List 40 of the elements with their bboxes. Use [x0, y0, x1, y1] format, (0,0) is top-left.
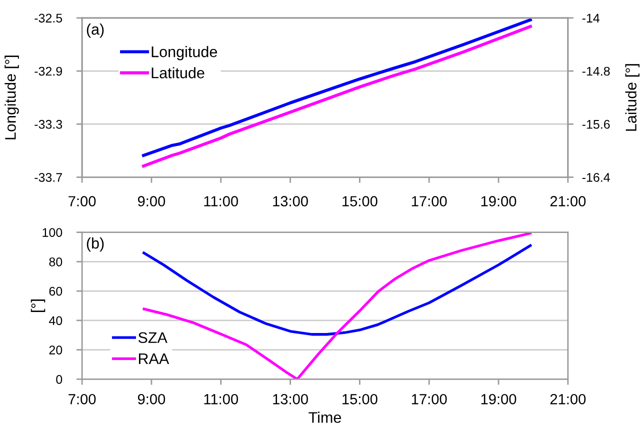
x-tick-label: 7:00	[68, 394, 96, 404]
y2-axis-title: Laitude [°]	[625, 64, 640, 131]
x-tick-label: 19:00	[481, 196, 516, 206]
y-tick-label: 0	[56, 374, 62, 384]
x-tick-label: 19:00	[481, 394, 516, 404]
legend-label: Latitude	[152, 67, 204, 78]
x-tick-label: 11:00	[204, 196, 238, 206]
x-tick-label: 17:00	[412, 196, 447, 206]
annotation: (a)	[86, 24, 104, 38]
x-axis-title: Time	[308, 412, 341, 423]
x-tick-label: 21:00	[550, 394, 586, 404]
x-tick-label: 11:00	[204, 394, 238, 404]
x-tick-label: 13:00	[273, 196, 308, 206]
y-axis-title: [°]	[30, 300, 46, 312]
y-tick-label: 100	[42, 228, 62, 237]
y-tick-label: -33.7	[34, 173, 62, 182]
x-tick-label: 15:00	[342, 394, 378, 404]
y-tick-label: -33.3	[34, 120, 62, 129]
y2-tick-label: -14.8	[582, 66, 610, 76]
legend-label: SZA	[138, 332, 168, 344]
y2-tick-label: -14	[582, 14, 600, 22]
y-tick-label: -32.9	[34, 66, 62, 76]
y-axis-title: Longitude [°]	[4, 56, 19, 140]
x-tick-label: 21:00	[550, 196, 586, 206]
legend-label: RAA	[138, 353, 170, 364]
y-tick-label: 40	[48, 316, 62, 326]
y-tick-label: 60	[49, 286, 62, 296]
x-tick-label: 15:00	[342, 196, 378, 206]
annotation: (b)	[86, 237, 104, 252]
x-tick-label: 7:00	[68, 196, 96, 206]
x-tick-label: 17:00	[412, 394, 447, 404]
y-tick-label: -32.5	[34, 14, 62, 23]
x-tick-label: 9:00	[138, 394, 166, 404]
x-tick-label: 9:00	[138, 196, 166, 206]
x-tick-label: 13:00	[273, 394, 308, 404]
y-tick-label: 20	[49, 346, 62, 354]
y2-tick-label: -15.6	[582, 120, 610, 129]
y-tick-label: 80	[49, 257, 62, 266]
y2-tick-label: -16.4	[582, 173, 610, 182]
legend-label: Longitude	[152, 46, 218, 60]
